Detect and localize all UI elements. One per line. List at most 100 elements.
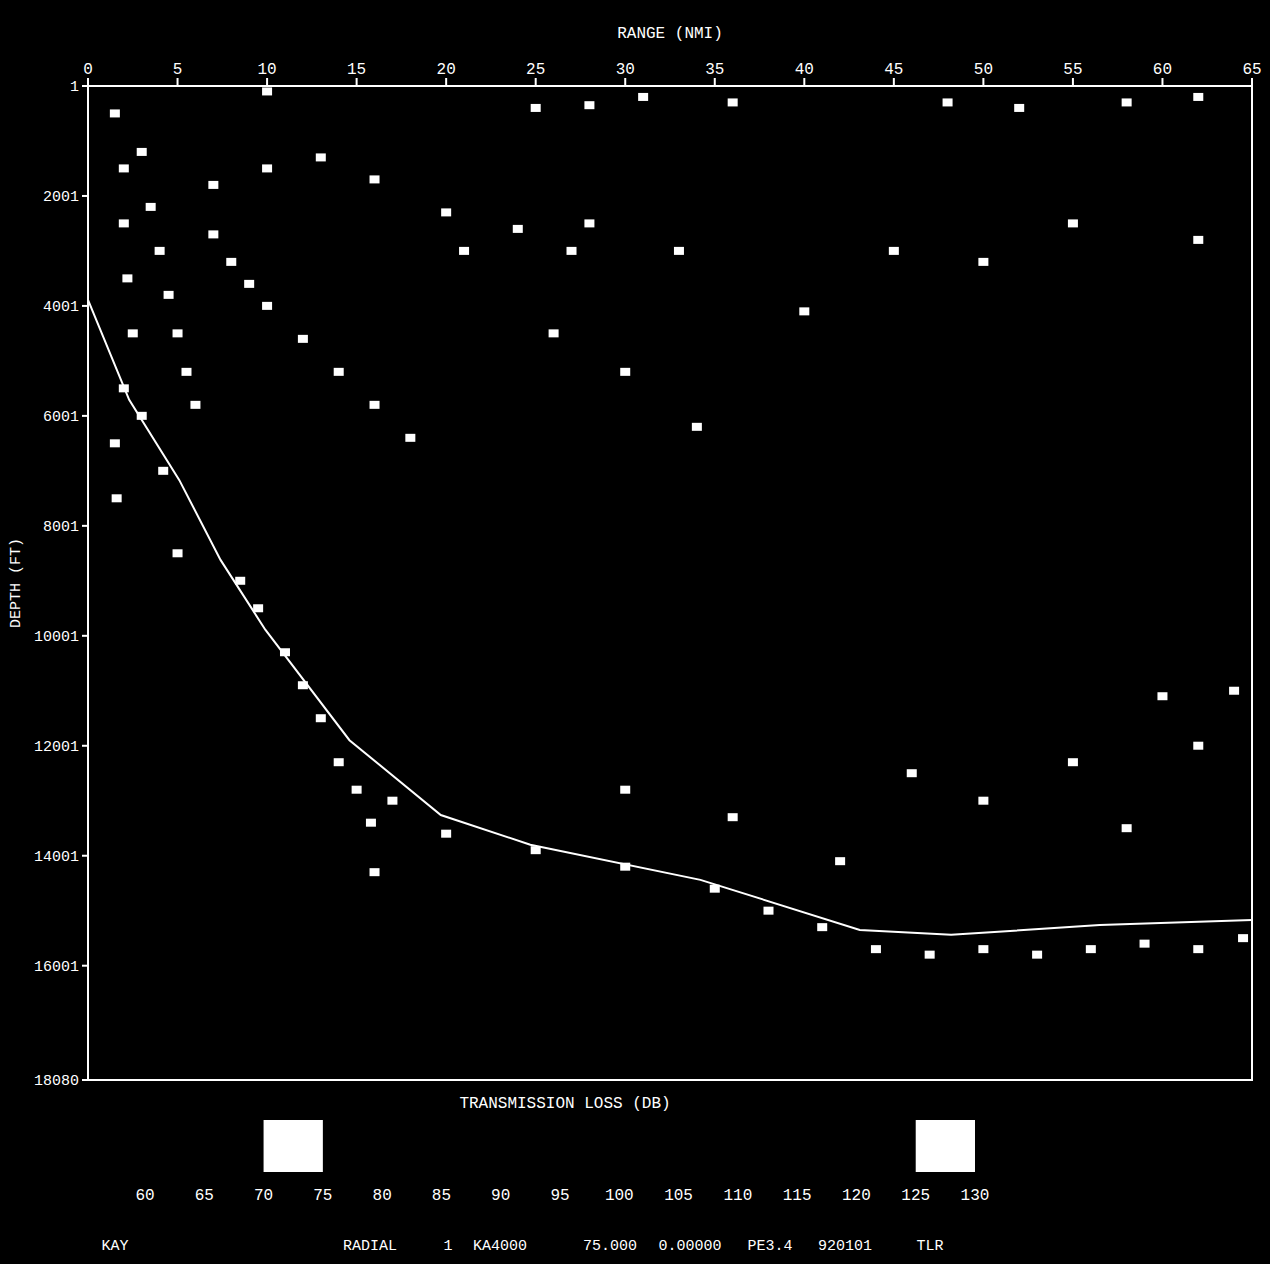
tl-cell: [674, 247, 684, 255]
footer-text: TLR: [916, 1238, 943, 1255]
x-tick-label: 45: [884, 61, 903, 79]
tl-cell: [531, 104, 541, 112]
x-tick: [803, 78, 805, 86]
y-tick-label: 1: [70, 79, 79, 96]
x-tick: [356, 78, 358, 86]
y-tick: [82, 745, 88, 747]
tl-cell: [907, 769, 917, 777]
tl-cell: [146, 203, 156, 211]
tl-cell: [370, 401, 380, 409]
footer-text: KA4000: [473, 1238, 527, 1255]
tl-cell: [122, 274, 132, 282]
colorbar-tick-label: 70: [254, 1187, 273, 1205]
y-tick-label: 4001: [43, 299, 79, 316]
tl-cell: [459, 247, 469, 255]
x-tick: [177, 78, 179, 86]
tl-cell: [244, 280, 254, 288]
tl-cell: [119, 219, 129, 227]
tl-cell: [799, 307, 809, 315]
tl-cell: [513, 225, 523, 233]
tl-cell: [366, 819, 376, 827]
x-tick: [535, 78, 537, 86]
x-tick: [982, 78, 984, 86]
colorbar-tick-label: 100: [605, 1187, 634, 1205]
colorbar-box: [916, 1120, 975, 1172]
tl-cell: [1193, 236, 1203, 244]
tl-cell: [128, 329, 138, 337]
tl-cell: [1193, 742, 1203, 750]
tl-cell: [110, 439, 120, 447]
y-tick-label: 16001: [34, 959, 79, 976]
tl-cell: [112, 494, 122, 502]
colorbar-tick-label: 125: [901, 1187, 930, 1205]
colorbar-box: [264, 1120, 323, 1172]
y-tick: [82, 85, 88, 87]
colorbar-tick-label: 130: [961, 1187, 990, 1205]
tl-cell: [1122, 98, 1132, 106]
tl-cell: [1086, 945, 1096, 953]
tl-cell: [1229, 687, 1239, 695]
colorbar-tick-label: 80: [373, 1187, 392, 1205]
tl-cell: [584, 219, 594, 227]
tl-cell: [620, 786, 630, 794]
y-tick: [82, 195, 88, 197]
tl-cell: [638, 93, 648, 101]
tl-cell: [835, 857, 845, 865]
tl-cell: [943, 98, 953, 106]
tl-cell: [316, 153, 326, 161]
tl-cell: [1193, 93, 1203, 101]
tl-cell: [1068, 758, 1078, 766]
x-tick: [624, 78, 626, 86]
x-tick-label: 10: [257, 61, 276, 79]
background: [0, 0, 1270, 1264]
colorbar-tick-label: 65: [195, 1187, 214, 1205]
tl-cell: [1122, 824, 1132, 832]
x-tick-label: 50: [974, 61, 993, 79]
tl-cell: [316, 714, 326, 722]
y-tick-label: 8001: [43, 519, 79, 536]
tl-cell: [1014, 104, 1024, 112]
tl-cell: [549, 329, 559, 337]
tl-cell: [334, 758, 344, 766]
tl-cell: [370, 175, 380, 183]
colorbar-tick-label: 120: [842, 1187, 871, 1205]
tl-cell: [871, 945, 881, 953]
tl-cell: [584, 101, 594, 109]
tl-cell: [262, 164, 272, 172]
tl-cell: [262, 302, 272, 310]
colorbar-tick-label: 60: [135, 1187, 154, 1205]
footer-text: PE3.4: [747, 1238, 792, 1255]
x-tick: [87, 78, 89, 86]
tl-cell: [110, 109, 120, 117]
tl-cell: [173, 549, 183, 557]
tl-cell: [925, 951, 935, 959]
x-tick: [714, 78, 716, 86]
y-tick-label: 12001: [34, 739, 79, 756]
tl-cell: [137, 148, 147, 156]
y-tick: [82, 525, 88, 527]
tl-cell: [978, 258, 988, 266]
y-tick: [82, 855, 88, 857]
tl-cell: [164, 291, 174, 299]
footer-text: 0.00000: [658, 1238, 721, 1255]
y-tick: [82, 965, 88, 967]
tl-cell: [1068, 219, 1078, 227]
tl-cell: [978, 797, 988, 805]
y-tick-label: 14001: [34, 849, 79, 866]
tl-cell: [1193, 945, 1203, 953]
x-tick: [893, 78, 895, 86]
tl-cell: [620, 368, 630, 376]
x-tick-label: 30: [616, 61, 635, 79]
x-tick: [1251, 78, 1253, 86]
y-tick-label: 2001: [43, 189, 79, 206]
tl-cell: [1032, 951, 1042, 959]
tl-cell: [405, 434, 415, 442]
colorbar-tick-label: 105: [664, 1187, 693, 1205]
tl-cell: [158, 467, 168, 475]
x-tick: [1072, 78, 1074, 86]
x-tick-label: 15: [347, 61, 366, 79]
colorbar-tick-label: 95: [550, 1187, 569, 1205]
tl-cell: [728, 813, 738, 821]
colorbar-tick-label: 75: [313, 1187, 332, 1205]
tl-cell: [173, 329, 183, 337]
